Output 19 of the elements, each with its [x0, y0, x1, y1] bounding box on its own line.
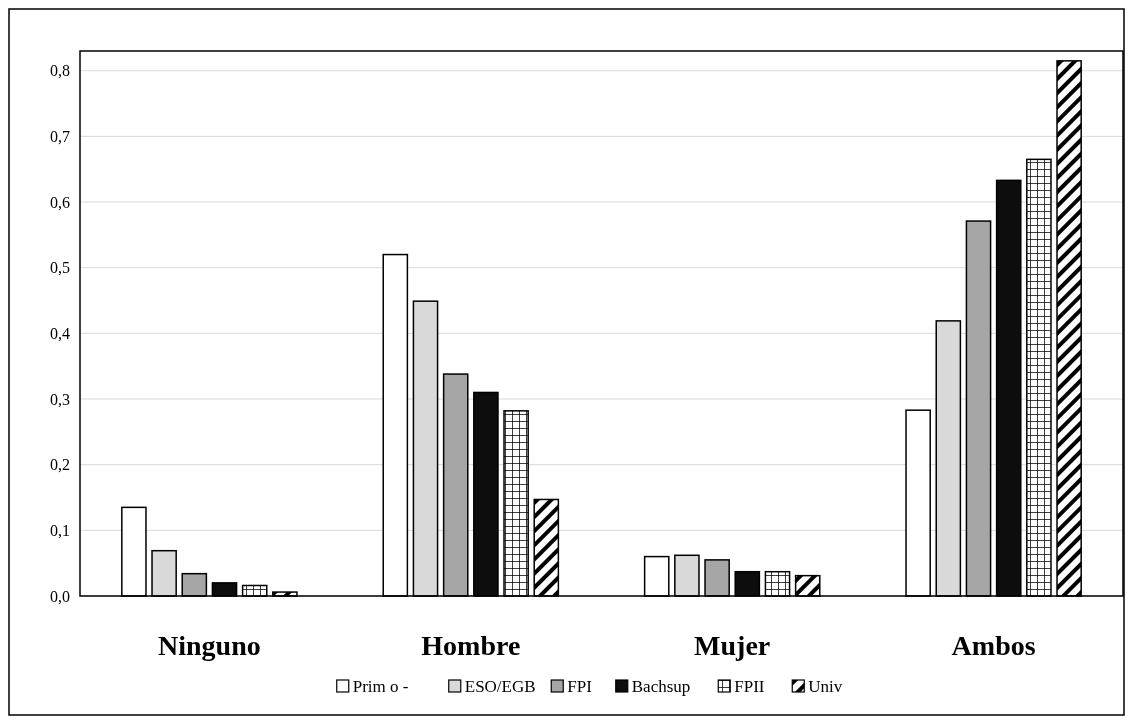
legend-label: ESO/EGB — [464, 676, 536, 696]
y-tick-label: 0,6 — [50, 193, 70, 211]
legend-label: Prim o - — [352, 676, 409, 696]
y-tick-label: 0,1 — [50, 521, 70, 539]
y-tick-label: 0,5 — [50, 259, 70, 277]
y-tick-label: 0,2 — [50, 456, 70, 474]
x-tick-label: Mujer — [694, 629, 771, 661]
x-tick-label: Hombre — [421, 629, 521, 661]
legend-label: Bachsup — [631, 676, 691, 696]
legend-label: FPI — [567, 676, 593, 696]
y-tick-label: 0,0 — [50, 587, 70, 605]
y-tick-label: 0,4 — [50, 324, 70, 342]
y-tick-label: 0,3 — [50, 390, 70, 408]
legend-label: FPII — [734, 676, 765, 696]
y-tick-label: 0,7 — [50, 127, 70, 145]
x-tick-label: Ninguno — [158, 629, 261, 661]
y-tick-label: 0,8 — [50, 62, 70, 80]
x-tick-label: Ambos — [951, 629, 1036, 661]
legend-label: Univ — [808, 676, 843, 696]
